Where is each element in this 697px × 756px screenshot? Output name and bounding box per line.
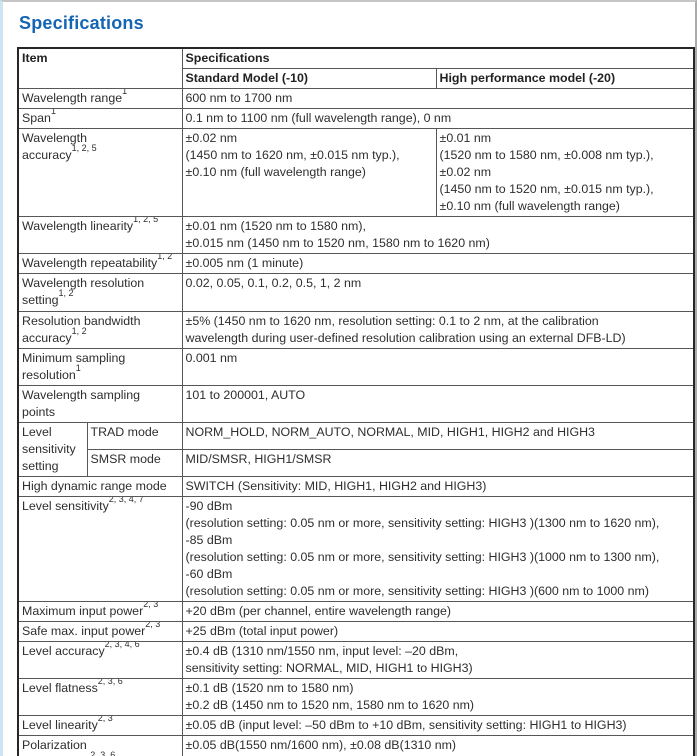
item-text: Wavelength repeatability — [22, 256, 158, 271]
table-row: Span1 0.1 nm to 1100 nm (full wavelength… — [17, 108, 695, 130]
row-value: +20 dBm (per channel, entire wavelength … — [181, 600, 695, 622]
row-value: ±0.01 nm (1520 nm to 1580 nm), ±0.015 nm… — [181, 216, 695, 255]
table-row: Wavelength range1 600 nm to 1700 nm — [17, 87, 695, 110]
row-value: MID/SMSR, HIGH1/SMSR — [181, 448, 695, 477]
table-row: Minimum sampling resolution1 0.001 nm — [17, 347, 695, 386]
row-item-label: Span1 — [17, 108, 183, 130]
table-row: Wavelength sampling points 101 to 200001… — [17, 384, 695, 423]
footnote-ref: 2, 3, 4, 7 — [108, 496, 144, 504]
table-row: Safe max. input power2, 3 +25 dBm (total… — [17, 620, 695, 643]
table-row: Level flatness2, 3, 6 ±0.1 dB (1520 nm t… — [17, 678, 695, 716]
footnote-ref: 2, 3, 4, 6 — [104, 641, 140, 649]
row-item-label: Safe max. input power2, 3 — [17, 620, 183, 643]
header-specifications: Specifications — [181, 47, 695, 69]
header-high-performance-model: High performance model (-20) — [435, 68, 695, 89]
row-value: 0.1 nm to 1100 nm (full wavelength range… — [181, 108, 695, 130]
row-value: SWITCH (Sensitivity: MID, HIGH1, HIGH2 a… — [181, 475, 695, 497]
footnote-ref: 2, 3, 6 — [90, 750, 116, 756]
row-item-label: Level flatness2, 3, 6 — [17, 678, 183, 716]
footnote-ref: 1, 2 — [157, 253, 173, 262]
item-text: Wavelength resolution setting — [22, 276, 145, 308]
row-item-label: Minimum sampling resolution1 — [17, 347, 183, 386]
item-text: Maximum input power — [22, 603, 144, 618]
row-value: NORM_HOLD, NORM_AUTO, NORMAL, MID, HIGH1… — [181, 421, 695, 450]
item-text: Minimum sampling resolution — [22, 350, 126, 382]
row-value: ±0.05 dB(1550 nm/1600 nm), ±0.08 dB(1310… — [181, 735, 695, 756]
row-item-label: Level accuracy2, 3, 4, 6 — [17, 641, 183, 679]
header-item: Item — [17, 47, 183, 89]
table-row: Level accuracy2, 3, 4, 6 ±0.4 dB (1310 n… — [17, 641, 695, 679]
row-value-standard: ±0.02 nm (1450 nm to 1620 nm, ±0.015 nm … — [181, 128, 437, 218]
item-text: Level flatness — [22, 681, 98, 696]
table-row: High dynamic range mode SWITCH (Sensitiv… — [17, 475, 695, 497]
footnote-ref: 2, 3 — [97, 715, 113, 723]
footnote-ref: 1 — [122, 88, 128, 96]
item-text: Level linearity — [22, 718, 98, 733]
footnote-ref: 1, 2, 5 — [133, 216, 159, 225]
table-row: Level linearity2, 3 ±0.05 dB (input leve… — [17, 714, 695, 737]
row-item-label: Wavelength resolution setting1, 2 — [17, 273, 183, 312]
row-item-label: Wavelength accuracy1, 2, 5 — [17, 128, 183, 218]
item-text: Safe max. input power — [22, 624, 146, 638]
item-text: Wavelength range — [22, 91, 123, 106]
item-text: Wavelength linearity — [22, 219, 134, 234]
item-text: Level sensitivity — [22, 498, 109, 513]
row-item-label: Wavelength repeatability1, 2 — [17, 253, 183, 275]
row-value: 0.02, 0.05, 0.1, 0.2, 0.5, 1, 2 nm — [181, 273, 695, 312]
footnote-ref: 1, 2, 5 — [71, 143, 97, 154]
footnote-ref: 1, 2 — [58, 288, 74, 299]
row-item-label: Wavelength linearity1, 2, 5 — [17, 216, 183, 255]
table-row: Polarization dependence2, 3, 6 ±0.05 dB(… — [17, 735, 695, 756]
specifications-table: Item Specifications Standard Model (-10)… — [17, 47, 695, 756]
row-value: 101 to 200001, AUTO — [181, 384, 695, 423]
table-row: Wavelength resolution setting1, 2 0.02, … — [17, 273, 695, 312]
row-item-label: High dynamic range mode — [17, 475, 183, 497]
row-item-label: Wavelength sampling points — [17, 384, 183, 423]
row-subitem-smsr-mode: SMSR mode — [86, 448, 183, 477]
footnote-ref: 1 — [50, 108, 56, 117]
row-value: ±0.4 dB (1310 nm/1550 nm, input level: –… — [181, 641, 695, 679]
table-row: Maximum input power2, 3 +20 dBm (per cha… — [17, 600, 695, 622]
item-text: Polarization dependence — [22, 738, 90, 756]
row-item-label: Maximum input power2, 3 — [17, 600, 183, 622]
table-row: Level sensitivity2, 3, 4, 7 -90 dBm (res… — [17, 495, 695, 602]
footnote-ref: 1 — [75, 362, 81, 373]
item-text: Level accuracy — [22, 644, 105, 659]
row-item-label: Level linearity2, 3 — [17, 714, 183, 737]
row-item-label: Wavelength range1 — [17, 87, 183, 110]
table-row: Resolution bandwidth accuracy1, 2 ±5% (1… — [17, 310, 695, 349]
item-text: Resolution bandwidth accuracy — [22, 313, 141, 345]
footnote-ref: 2, 3, 6 — [97, 678, 123, 686]
row-item-label: Polarization dependence2, 3, 6 — [17, 735, 183, 756]
table-row: Wavelength accuracy1, 2, 5 ±0.02 nm (145… — [17, 128, 695, 218]
row-subitem-trad-mode: TRAD mode — [86, 421, 183, 450]
row-value: ±0.05 dB (input level: –50 dBm to +10 dB… — [181, 714, 695, 737]
item-text: Wavelength accuracy — [22, 131, 87, 163]
row-value: ±0.1 dB (1520 nm to 1580 nm) ±0.2 dB (14… — [181, 678, 695, 716]
table-row: SMSR mode MID/SMSR, HIGH1/SMSR — [18, 448, 695, 477]
row-item-label: Level sensitivity2, 3, 4, 7 — [17, 495, 183, 602]
row-value: -90 dBm (resolution setting: 0.05 nm or … — [181, 495, 695, 602]
item-text: High dynamic range mode — [22, 478, 167, 493]
table-row: Level sensitivity setting TRAD mode NORM… — [17, 421, 695, 477]
item-text: Wavelength sampling points — [22, 387, 141, 419]
footnote-ref: 2, 3 — [143, 601, 159, 609]
footnote-ref: 2, 3 — [145, 621, 161, 629]
row-item-label: Level sensitivity setting — [17, 421, 88, 477]
row-value: ±5% (1450 nm to 1620 nm, resolution sett… — [181, 310, 695, 349]
table-row: Wavelength repeatability1, 2 ±0.005 nm (… — [17, 253, 695, 275]
row-value: ±0.005 nm (1 minute) — [181, 253, 695, 275]
item-text: Span — [22, 111, 51, 126]
page-title: Specifications — [19, 13, 144, 33]
row-value-high: ±0.01 nm (1520 nm to 1580 nm, ±0.008 nm … — [435, 128, 695, 218]
header-standard-model: Standard Model (-10) — [181, 68, 437, 89]
row-item-label: Resolution bandwidth accuracy1, 2 — [17, 310, 183, 349]
row-value: +25 dBm (total input power) — [181, 620, 695, 643]
table-header-row-1: Item Specifications — [17, 47, 695, 89]
row-value: 600 nm to 1700 nm — [181, 87, 695, 110]
footnote-ref: 1, 2 — [71, 325, 87, 336]
row-value: 0.001 nm — [181, 347, 695, 386]
table-row: Wavelength linearity1, 2, 5 ±0.01 nm (15… — [17, 216, 695, 255]
